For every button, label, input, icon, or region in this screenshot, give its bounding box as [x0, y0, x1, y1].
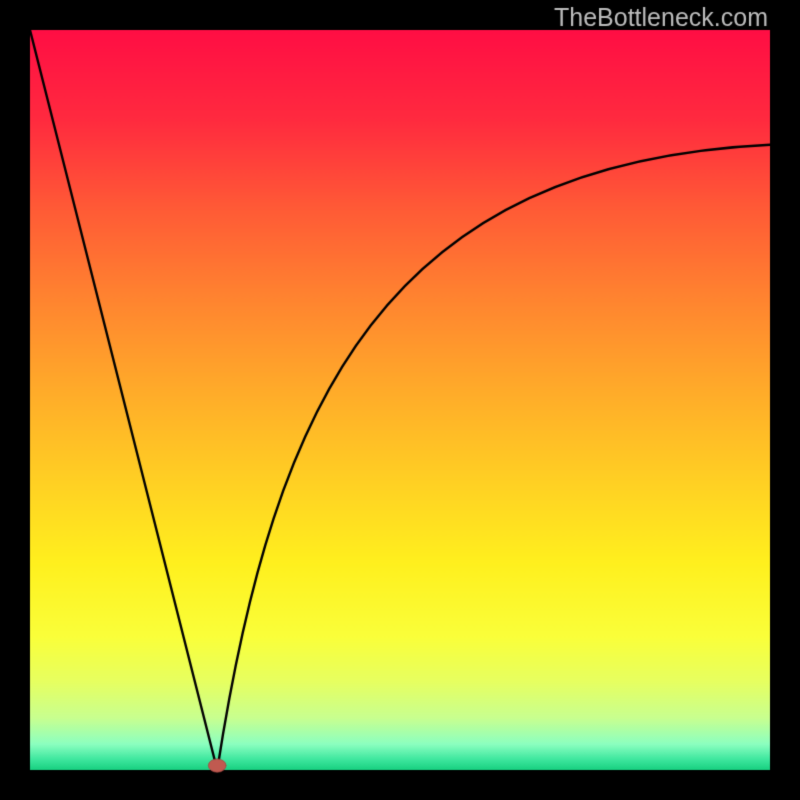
bottleneck-chart — [0, 0, 800, 800]
